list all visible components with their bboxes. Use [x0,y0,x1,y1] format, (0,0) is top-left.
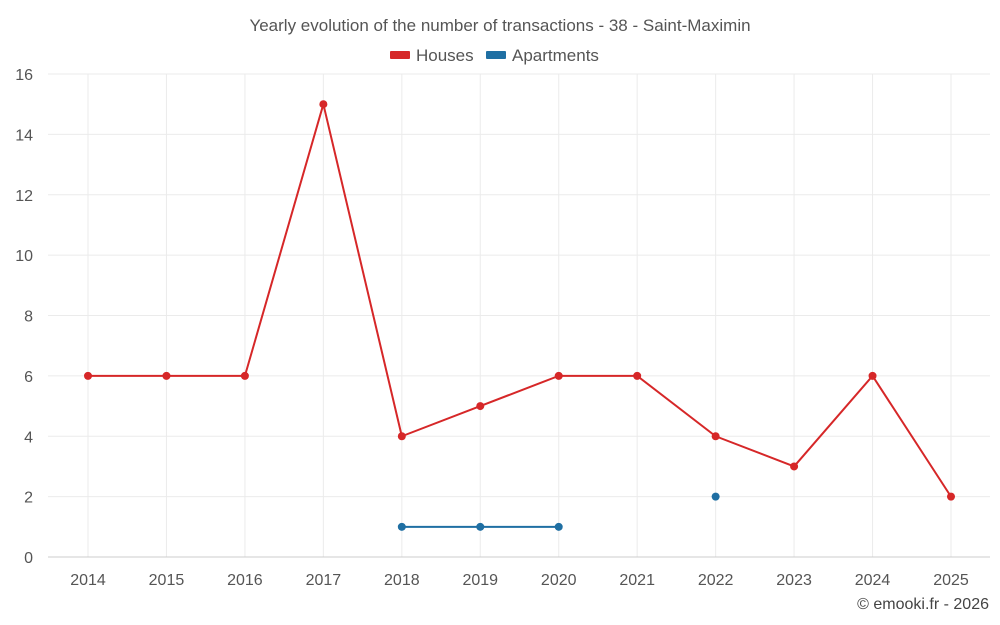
x-tick-label: 2014 [70,572,106,589]
y-tick-label: 6 [24,369,33,386]
point-houses-2023[interactable] [790,462,799,471]
x-tick-label: 2018 [384,572,420,589]
point-houses-2016[interactable] [240,371,249,380]
legend: Houses Apartments [390,46,599,65]
y-axis-labels: 0 2 4 6 8 10 12 14 16 [15,67,33,567]
point-houses-2017[interactable] [319,100,328,109]
y-tick-label: 0 [24,550,33,567]
legend-swatch-apartments [486,51,506,59]
x-axis-labels: 2014 2015 2016 2017 2018 2019 2020 2021 2022 2023… [70,572,969,589]
point-houses-2020[interactable] [554,371,563,380]
point-houses-2014[interactable] [84,371,92,380]
point-houses-2018[interactable] [397,432,406,441]
series-layer [84,100,955,531]
y-tick-label: 8 [24,309,33,326]
legend-label-houses: Houses [416,46,474,65]
point-apartments-2022[interactable] [711,492,720,501]
y-tick-label: 10 [15,248,33,265]
legend-swatch-houses [390,51,410,59]
point-houses-2015[interactable] [162,371,171,380]
credit-text: © emooki.fr - 2026 [857,596,989,613]
x-tick-label: 2019 [462,572,498,589]
point-apartments-2018[interactable] [397,522,406,531]
x-tick-label: 2023 [776,572,812,589]
legend-item-apartments[interactable]: Apartments [486,46,599,65]
grid [48,73,990,557]
point-houses-2024[interactable] [868,371,877,380]
x-tick-label: 2025 [933,572,969,589]
y-tick-label: 4 [24,429,33,446]
x-tick-label: 2020 [541,572,577,589]
x-tick-label: 2015 [149,572,185,589]
x-tick-label: 2021 [619,572,655,589]
series-houses [84,100,955,501]
legend-label-apartments: Apartments [512,46,599,65]
point-houses-2019[interactable] [476,402,485,411]
point-houses-2021[interactable] [633,371,642,380]
x-tick-label: 2017 [306,572,342,589]
x-tick-label: 2022 [698,572,734,589]
point-houses-2022[interactable] [711,432,720,441]
x-tick-label: 2016 [227,572,263,589]
x-tick-label: 2024 [855,572,891,589]
y-tick-label: 2 [24,490,33,507]
point-apartments-2020[interactable] [554,522,563,531]
series-apartments [397,492,720,531]
point-apartments-2019[interactable] [476,522,485,531]
series-line-houses-0 [88,103,952,498]
legend-item-houses[interactable]: Houses [390,46,474,65]
y-tick-label: 12 [15,188,33,205]
y-tick-label: 14 [15,127,33,144]
point-houses-2025[interactable] [947,492,955,501]
chart-title: Yearly evolution of the number of transa… [249,16,750,35]
y-tick-label: 16 [15,67,33,84]
